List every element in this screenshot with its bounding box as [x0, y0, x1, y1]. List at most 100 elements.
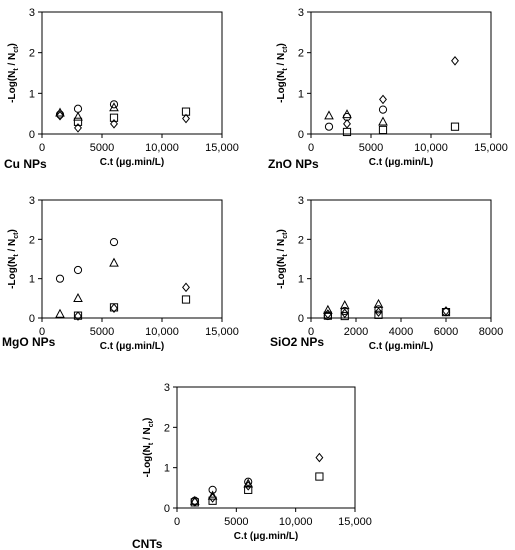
y-axis-title-sub-ct: ct [282, 46, 289, 53]
point-square [450, 122, 460, 131]
point-square [244, 485, 253, 494]
x-tick-label: 0 [308, 326, 314, 338]
point-square [342, 127, 352, 137]
point-square [374, 310, 383, 319]
y-axis-title: -Log(Nt / Nct) [7, 229, 20, 289]
point-diamond [182, 282, 190, 293]
point-circle [244, 477, 253, 486]
point-diamond [74, 123, 82, 133]
plot-frame [41, 199, 223, 319]
point-diamond [343, 119, 351, 129]
point-circle [323, 311, 332, 321]
point-circle [190, 496, 199, 505]
point-square [378, 125, 388, 135]
x-tick-label: 0 [308, 142, 314, 154]
y-axis-title-suffix: ) [7, 43, 18, 46]
point-square [109, 303, 119, 312]
point-diamond [451, 56, 459, 66]
x-tick-label: 15,000 [338, 516, 372, 528]
panel-label: SiO2 NPs [270, 335, 324, 349]
point-circle [55, 110, 65, 119]
point-circle [378, 105, 388, 114]
y-axis-title-prefix: -Log(N [7, 257, 18, 289]
point-square [315, 472, 324, 481]
point-triangle [323, 304, 333, 314]
y-axis-title-suffix: ) [276, 43, 287, 46]
y-axis-title-sub-t: t [13, 254, 20, 257]
y-tick-label: 1 [298, 274, 304, 286]
plot-frame [41, 11, 223, 135]
x-tick-label: 15,000 [205, 142, 239, 154]
point-circle [109, 100, 119, 109]
x-tick-label: 2000 [344, 326, 368, 338]
point-circle [441, 308, 451, 317]
y-axis-title-sub-t: t [282, 68, 289, 71]
point-square [181, 107, 191, 116]
y-tick-label: 3 [164, 382, 170, 394]
y-axis-title-sub-ct: ct [13, 232, 20, 239]
y-axis-title-sub-t: t [13, 68, 20, 71]
point-triangle [73, 111, 83, 121]
point-triangle [207, 490, 218, 500]
point-diamond [379, 94, 387, 105]
chart-panel: 0 1 2 3 0 2000 4000 6000 8000 C.t (μg.min/L) -Log(… [270, 195, 503, 352]
x-tick-label: 15,000 [474, 142, 508, 154]
x-tick-label: 0 [174, 516, 180, 528]
x-tick-label: 5000 [224, 516, 248, 528]
point-triangle [378, 116, 388, 126]
point-triangle [55, 308, 65, 318]
y-axis-title-mid: / N [276, 53, 287, 69]
y-tick-label: 0 [298, 129, 304, 141]
point-diamond [56, 110, 64, 121]
point-circle [374, 305, 383, 314]
point-triangle [109, 257, 119, 267]
y-axis-title-sub-ct: ct [13, 46, 20, 53]
y-axis-title-mid: / N [7, 239, 18, 255]
y-tick-label: 0 [29, 129, 35, 141]
y-axis-title: -Log(Nt / Nct) [276, 229, 289, 289]
y-tick-label: 2 [29, 48, 35, 60]
y-tick-label: 1 [29, 88, 35, 100]
x-tick-label: 10,000 [414, 142, 448, 154]
point-square [181, 295, 191, 304]
x-tick-label: 10,000 [145, 142, 179, 154]
point-circle [208, 485, 217, 494]
x-tick-label: 0 [39, 326, 45, 338]
y-axis-title-sub-t: t [282, 254, 289, 257]
plot-frame [310, 11, 492, 135]
y-axis-title-prefix: -Log(N [142, 445, 153, 477]
point-circle [73, 104, 83, 113]
x-tick-label: 10,000 [145, 326, 179, 338]
y-axis-title-mid: / N [142, 427, 153, 443]
y-tick-label: 1 [164, 463, 170, 475]
y-tick-label: 0 [29, 313, 35, 325]
y-axis-title-prefix: -Log(N [276, 71, 287, 103]
point-diamond [323, 309, 332, 319]
point-circle [55, 274, 65, 283]
x-axis-title: C.t (μg.min/L) [369, 157, 433, 168]
point-triangle [243, 478, 254, 488]
y-axis-title-sub-t: t [148, 442, 155, 445]
y-tick-label: 1 [29, 274, 35, 286]
y-tick-label: 2 [29, 234, 35, 246]
point-square [73, 311, 83, 320]
x-axis-title: C.t (μg.min/L) [100, 341, 164, 352]
panel-label: MgO NPs [2, 335, 56, 349]
point-circle [73, 265, 83, 275]
point-circle [342, 112, 352, 122]
y-tick-label: 3 [29, 7, 35, 19]
point-diamond [74, 311, 82, 321]
point-square [340, 311, 349, 321]
y-tick-label: 3 [298, 7, 304, 19]
y-axis-title: -Log(Nt / Nct) [276, 43, 289, 103]
y-axis-title-sub-ct: ct [282, 232, 289, 239]
panel-label: ZnO NPs [268, 157, 319, 171]
point-triangle [339, 300, 350, 310]
y-axis-title: -Log(Nt / Nct) [7, 43, 20, 103]
panel-label: Cu NPs [4, 157, 47, 171]
x-tick-label: 10,000 [279, 516, 313, 528]
chart-panel: 0 1 2 3 0 5000 10,000 15,000 C.t (μg.min/L) -Log(… [4, 7, 239, 171]
y-tick-label: 2 [164, 422, 170, 434]
panel-label: CNTs [132, 537, 163, 550]
